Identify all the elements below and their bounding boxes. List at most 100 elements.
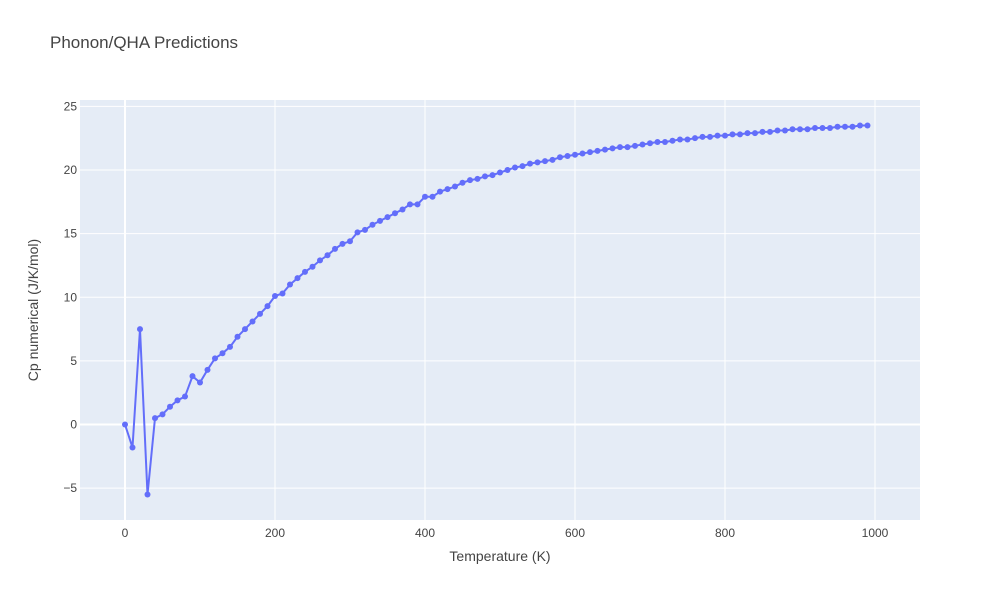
data-point	[182, 393, 188, 400]
data-point	[197, 379, 203, 386]
data-point	[317, 257, 323, 264]
data-point	[362, 226, 368, 233]
data-point	[347, 238, 353, 245]
data-point	[782, 127, 788, 134]
x-tick-label: 1000	[862, 526, 889, 540]
y-tick-label: −5	[63, 481, 77, 495]
x-tick-label: 200	[265, 526, 285, 540]
data-point	[242, 326, 248, 333]
data-point	[722, 132, 728, 139]
data-point	[159, 411, 166, 418]
data-point	[797, 126, 803, 133]
data-point	[392, 210, 398, 217]
plot-area	[80, 100, 920, 520]
data-point	[497, 169, 503, 176]
data-point	[542, 158, 548, 165]
series-markers	[122, 122, 871, 498]
data-point	[422, 193, 428, 200]
data-point	[662, 139, 668, 145]
data-point	[849, 123, 856, 130]
y-tick-label: 10	[64, 290, 78, 304]
data-point	[467, 177, 473, 184]
data-point	[857, 122, 863, 129]
data-point	[227, 343, 233, 350]
data-point	[219, 350, 226, 357]
data-point	[639, 141, 646, 148]
data-point	[407, 201, 413, 208]
data-point	[204, 366, 211, 373]
data-point	[174, 397, 181, 404]
data-point	[444, 186, 451, 193]
data-point	[189, 373, 196, 380]
data-point	[602, 146, 608, 153]
data-point	[414, 201, 421, 208]
data-point	[729, 131, 736, 138]
y-axis-title: Cp numerical (J/K/mol)	[25, 239, 41, 381]
grid-lines	[80, 100, 920, 520]
data-point	[287, 281, 293, 288]
data-point	[482, 173, 488, 180]
data-point	[572, 151, 578, 158]
data-point	[384, 214, 391, 221]
y-tick-label: 5	[70, 354, 77, 368]
data-point	[474, 175, 481, 182]
data-point	[527, 160, 533, 167]
data-point	[339, 240, 346, 247]
data-point	[692, 135, 698, 142]
data-point	[519, 163, 526, 170]
data-point	[789, 126, 796, 133]
data-point	[137, 326, 143, 333]
data-point	[557, 154, 563, 161]
data-point	[234, 333, 241, 340]
data-point	[767, 128, 773, 135]
data-point	[429, 193, 436, 200]
data-point	[279, 290, 286, 297]
x-tick-label: 400	[415, 526, 435, 540]
data-point	[707, 133, 713, 140]
data-point	[617, 144, 623, 151]
data-point	[534, 159, 541, 166]
data-point	[512, 164, 518, 171]
data-point	[587, 149, 593, 156]
data-point	[302, 268, 308, 275]
data-point	[272, 293, 278, 299]
data-point	[759, 128, 766, 135]
data-point	[257, 310, 263, 317]
data-point	[212, 355, 218, 362]
y-tick-label: 25	[64, 99, 78, 113]
x-axis-title: Temperature (K)	[449, 548, 550, 564]
data-point	[294, 275, 301, 282]
data-point	[594, 147, 601, 154]
data-point	[699, 133, 706, 140]
data-point	[579, 150, 586, 157]
data-point	[264, 303, 271, 310]
data-point	[624, 144, 631, 151]
data-point	[129, 444, 136, 451]
x-axis-ticks: 0 200 400 600 800 1000	[122, 526, 889, 540]
data-point	[677, 136, 683, 143]
chart-title: Phonon/QHA Predictions	[50, 33, 239, 52]
data-point	[564, 153, 571, 159]
data-point	[452, 183, 458, 190]
data-point	[752, 130, 758, 137]
x-tick-label: 800	[715, 526, 735, 540]
x-tick-label: 0	[122, 526, 129, 540]
data-point	[437, 188, 443, 195]
data-point	[737, 131, 743, 138]
data-point	[504, 167, 511, 173]
data-point	[152, 415, 158, 422]
data-point	[332, 245, 338, 252]
data-point	[609, 145, 616, 152]
data-point	[774, 127, 781, 134]
data-point	[654, 139, 661, 145]
data-point	[827, 125, 833, 131]
x-tick-label: 600	[565, 526, 585, 540]
series-line	[124, 124, 868, 495]
data-point	[549, 156, 556, 163]
y-tick-label: 0	[70, 418, 77, 432]
data-point	[819, 125, 826, 131]
data-point	[324, 252, 331, 259]
data-point	[804, 126, 811, 133]
data-point	[144, 491, 151, 498]
